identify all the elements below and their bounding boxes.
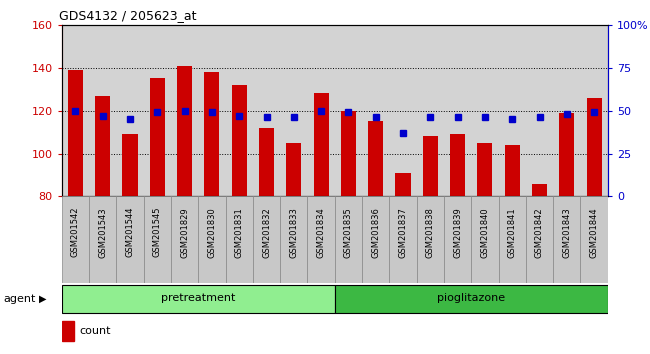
Text: GSM201835: GSM201835 [344,207,353,258]
Bar [259,128,274,196]
Bar [150,79,165,196]
FancyBboxPatch shape [280,196,307,283]
FancyBboxPatch shape [307,196,335,283]
Text: GSM201836: GSM201836 [371,207,380,258]
Text: ▶: ▶ [39,294,47,304]
Bar [586,98,602,196]
FancyBboxPatch shape [499,196,526,283]
Text: GSM201842: GSM201842 [535,207,544,257]
Bar [313,93,329,196]
FancyBboxPatch shape [253,196,280,283]
Bar [368,121,384,196]
FancyBboxPatch shape [526,196,553,283]
FancyBboxPatch shape [335,285,608,314]
Text: GSM201833: GSM201833 [289,207,298,258]
Text: GSM201841: GSM201841 [508,207,517,257]
Bar [532,184,547,196]
FancyBboxPatch shape [335,196,362,283]
Text: pioglitazone: pioglitazone [437,293,505,303]
Text: GSM201544: GSM201544 [125,207,135,257]
Text: GSM201832: GSM201832 [262,207,271,258]
Bar [395,173,411,196]
Bar [122,134,138,196]
Bar [450,134,465,196]
Text: GSM201831: GSM201831 [235,207,244,258]
FancyBboxPatch shape [417,196,444,283]
FancyBboxPatch shape [62,285,335,314]
FancyBboxPatch shape [471,196,499,283]
Text: GSM201830: GSM201830 [207,207,216,258]
FancyBboxPatch shape [553,196,580,283]
FancyBboxPatch shape [144,196,171,283]
FancyBboxPatch shape [62,196,89,283]
Text: GSM201829: GSM201829 [180,207,189,257]
Text: GSM201843: GSM201843 [562,207,571,258]
Bar [231,85,247,196]
Bar [504,145,520,196]
FancyBboxPatch shape [89,196,116,283]
Text: count: count [79,326,111,336]
FancyBboxPatch shape [389,196,417,283]
Bar [177,65,192,196]
FancyBboxPatch shape [198,196,226,283]
Text: GSM201840: GSM201840 [480,207,489,257]
Bar [204,72,220,196]
Bar [422,136,438,196]
FancyBboxPatch shape [171,196,198,283]
Text: GSM201839: GSM201839 [453,207,462,258]
Bar [477,143,493,196]
Text: GDS4132 / 205623_at: GDS4132 / 205623_at [59,9,196,22]
Text: GSM201543: GSM201543 [98,207,107,257]
Text: GSM201542: GSM201542 [71,207,80,257]
Bar [95,96,110,196]
Text: GSM201844: GSM201844 [590,207,599,257]
FancyBboxPatch shape [444,196,471,283]
Text: GSM201834: GSM201834 [317,207,326,258]
Bar [559,113,575,196]
Text: GSM201838: GSM201838 [426,207,435,258]
Text: pretreatment: pretreatment [161,293,235,303]
FancyBboxPatch shape [116,196,144,283]
Bar [62,321,74,341]
Text: GSM201837: GSM201837 [398,207,408,258]
FancyBboxPatch shape [580,196,608,283]
Text: agent: agent [3,294,36,304]
Bar [341,110,356,196]
Bar [286,143,302,196]
Bar [68,70,83,196]
FancyBboxPatch shape [362,196,389,283]
Text: GSM201545: GSM201545 [153,207,162,257]
FancyBboxPatch shape [226,196,253,283]
